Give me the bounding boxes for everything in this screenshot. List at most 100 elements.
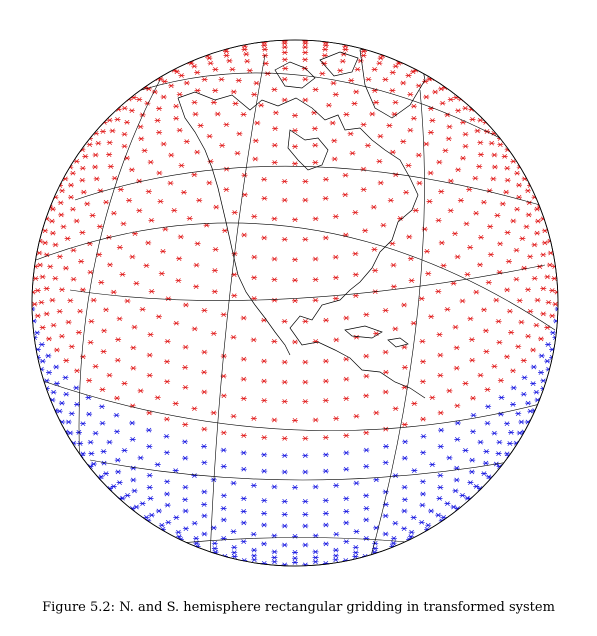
grid-marker: [70, 247, 77, 253]
grid-marker: [124, 492, 131, 498]
grid-marker: [58, 333, 66, 339]
grid-marker: [301, 178, 309, 184]
grid-marker: [419, 416, 427, 422]
grid-marker: [68, 411, 76, 417]
grid-marker: [360, 187, 368, 193]
grid-marker: [426, 76, 433, 82]
grid-marker: [474, 128, 481, 134]
grid-marker: [121, 143, 128, 149]
grid-marker: [43, 286, 51, 292]
grid-marker: [428, 462, 436, 468]
grid-marker: [399, 80, 407, 86]
grid-marker: [119, 271, 126, 277]
grid-marker: [260, 397, 268, 404]
grid-marker: [419, 379, 427, 385]
grid-marker: [106, 262, 114, 268]
grid-marker: [281, 498, 289, 504]
grid-marker: [155, 508, 163, 514]
grid-marker: [145, 189, 153, 195]
grid-marker: [291, 257, 299, 263]
grid-marker: [332, 482, 340, 489]
grid-marker: [322, 195, 330, 201]
grid-marker: [181, 455, 189, 461]
grid-marker: [157, 76, 164, 82]
grid-marker: [436, 372, 444, 378]
grid-marker: [463, 221, 470, 227]
grid-marker: [176, 127, 184, 133]
grid-marker: [131, 324, 138, 330]
grid-marker: [524, 333, 532, 339]
grid-marker: [87, 439, 95, 445]
grid-marker: [80, 189, 88, 195]
grid-marker: [190, 406, 198, 412]
grid-marker: [102, 307, 110, 313]
grid-marker: [281, 76, 289, 82]
grid-marker: [484, 420, 491, 426]
grid-marker: [514, 411, 522, 417]
grid-marker: [222, 187, 230, 193]
grid-marker: [401, 422, 409, 428]
grid-marker: [53, 347, 61, 353]
grid-marker: [252, 138, 260, 144]
grid-marker: [410, 515, 418, 521]
arctic-island-coastline: [274, 61, 316, 89]
grid-marker: [106, 372, 113, 378]
grid-marker: [406, 127, 414, 133]
grid-marker: [92, 430, 100, 436]
grid-marker: [190, 473, 198, 479]
grid-marker: [362, 517, 370, 523]
grid-marker: [491, 164, 499, 170]
grid-marker: [322, 235, 330, 241]
grid-marker: [39, 358, 47, 364]
meridian-line: [369, 89, 425, 561]
grid-marker: [480, 307, 488, 313]
grid-marker: [482, 349, 490, 355]
grid-marker: [462, 380, 469, 386]
grid-marker: [375, 158, 383, 164]
grid-marker: [291, 555, 299, 561]
grid-marker: [114, 357, 122, 363]
grid-marker: [312, 533, 320, 539]
grid-marker: [490, 152, 498, 158]
grid-marker: [32, 318, 38, 324]
grid-marker: [332, 415, 340, 422]
grid-marker: [332, 531, 340, 537]
grid-marker: [291, 144, 299, 150]
grid-marker: [392, 99, 399, 105]
grid-marker: [492, 297, 500, 303]
grid-marker: [465, 186, 473, 193]
grid-marker: [182, 526, 190, 532]
grid-marker: [332, 91, 340, 98]
grid-marker: [493, 212, 501, 218]
grid-marker: [507, 329, 515, 335]
grid-marker: [270, 87, 278, 93]
grid-marker: [482, 460, 490, 466]
caribbean-island-coastline: [344, 325, 383, 339]
grid-marker: [85, 411, 93, 417]
grid-marker: [240, 508, 248, 514]
grid-marker: [220, 493, 228, 499]
grid-marker: [469, 116, 476, 122]
grid-marker: [322, 468, 330, 474]
grid-marker: [453, 436, 461, 442]
grid-marker: [509, 401, 517, 407]
grid-marker: [264, 71, 272, 77]
grid-marker: [480, 199, 488, 205]
grid-marker: [102, 199, 110, 205]
grid-marker: [155, 170, 163, 176]
grid-marker: [371, 540, 379, 546]
parallel-line: [69, 264, 546, 301]
grid-marker: [526, 408, 534, 414]
grid-marker: [60, 224, 67, 230]
grid-marker: [480, 471, 488, 477]
grid-marker: [322, 317, 330, 323]
grid-marker: [66, 430, 74, 436]
grid-marker: [270, 216, 278, 222]
grid-marker: [125, 197, 133, 203]
grid-marker: [145, 427, 153, 433]
grid-marker: [462, 143, 469, 149]
grid-marker: [281, 435, 289, 441]
grid-marker: [534, 297, 542, 303]
grid-marker: [281, 453, 289, 459]
grid-marker: [94, 140, 102, 146]
